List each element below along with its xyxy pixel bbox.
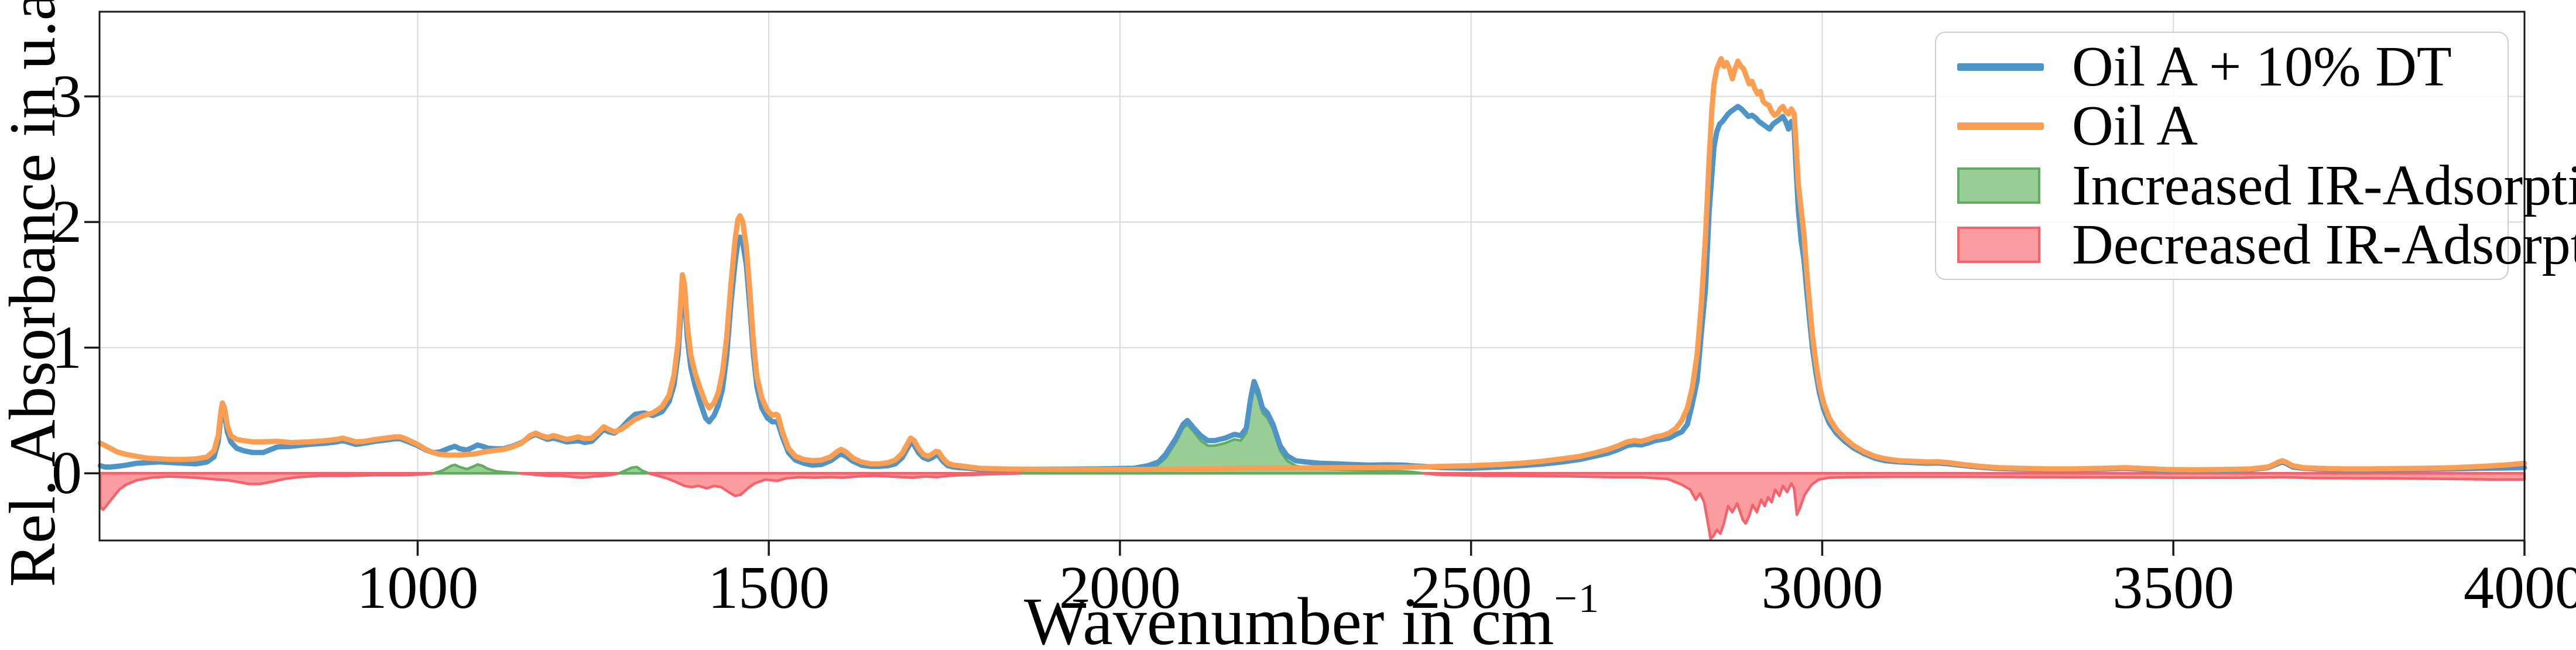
legend-row: Oil A + 10% DT (1957, 38, 2490, 95)
x-tick-label: 4000 (2464, 554, 2576, 621)
y-tick-label: 2 (52, 188, 82, 256)
legend-patch-swatch-icon (1957, 226, 2044, 263)
x-axis-label-exponent: −1 (1554, 576, 1600, 621)
x-tick-label: 3500 (2112, 554, 2235, 621)
decreased-adsorption-area (518, 471, 621, 479)
legend-row: Oil A (1957, 97, 2490, 155)
x-tick-label: 1000 (357, 554, 479, 621)
plot-frame (98, 11, 2526, 542)
increased-adsorption-area (432, 463, 521, 475)
x-tick-label: 2000 (1059, 554, 1181, 621)
legend-label: Oil A + 10% DT (2072, 35, 2452, 99)
legend-patch-icon (1957, 226, 2040, 263)
legend-patch-icon (1957, 167, 2040, 204)
legend-line-icon (1957, 63, 2044, 71)
legend-row: Decreased IR-Adsorption (1957, 216, 2576, 273)
x-tick-label: 3000 (1761, 554, 1883, 621)
legend-line-swatch-icon (1957, 122, 2044, 130)
increased-adsorption-area (618, 466, 650, 475)
oil-a-curve (97, 56, 2527, 473)
legend-patch-swatch-icon (1957, 167, 2044, 204)
decreased-adsorption-area (98, 471, 436, 511)
legend-label: Decreased IR-Adsorption (2072, 213, 2576, 276)
decreased-adsorption-area (647, 471, 1023, 498)
x-tick-label: 1500 (708, 554, 830, 621)
y-tick-label: 1 (52, 313, 82, 381)
x-axis-label: Wavenumber in cm−1 (844, 579, 1780, 650)
decreased-adsorption-area (1421, 471, 2526, 540)
legend-label: Oil A (2072, 94, 2198, 158)
legend-line-icon (1957, 122, 2044, 130)
x-axis-label-text: Wavenumber in cm (1024, 584, 1554, 650)
legend: Oil A + 10% DT Oil A Increased IR-Adsorpti… (1935, 32, 2576, 280)
y-tick-label: 0 (52, 439, 82, 507)
legend-row: Increased IR-Adsorption (1957, 157, 2576, 214)
increased-adsorption-area (1020, 388, 1425, 475)
y-tick-label: 3 (52, 62, 82, 130)
x-tick-label: 2500 (1410, 554, 1532, 621)
legend-line-swatch-icon (1957, 63, 2044, 71)
legend-label: Increased IR-Adsorption (2072, 153, 2576, 217)
